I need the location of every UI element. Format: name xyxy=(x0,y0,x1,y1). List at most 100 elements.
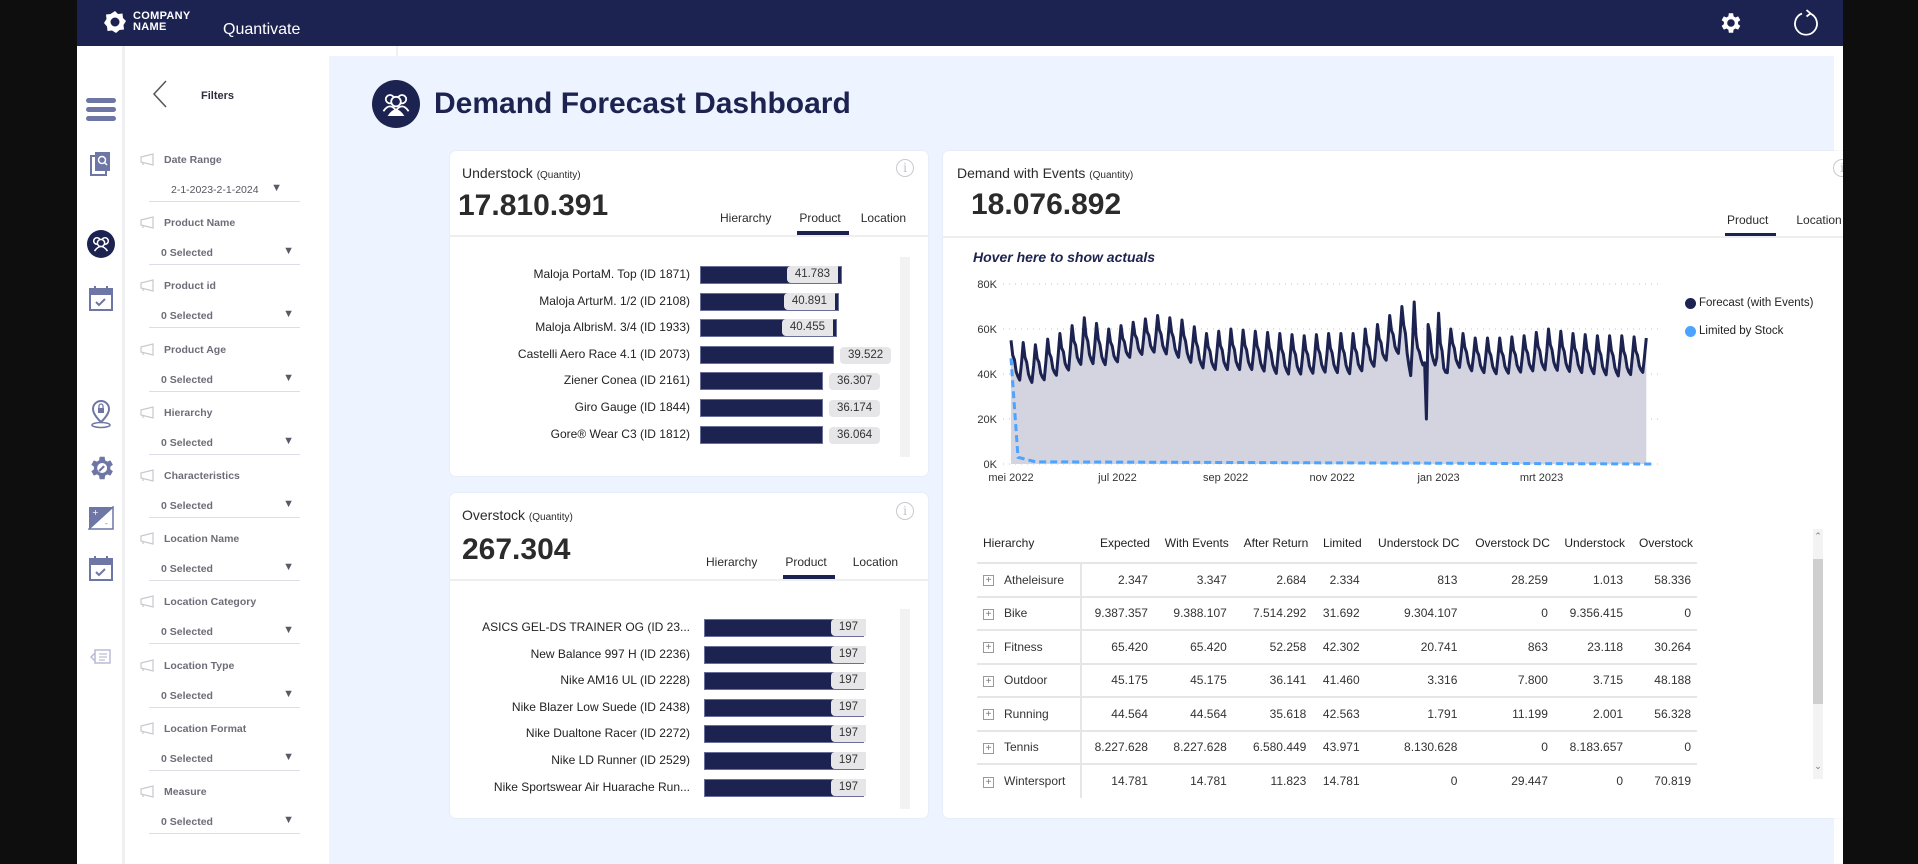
tab-hierarchy[interactable]: Hierarchy xyxy=(720,211,772,225)
column-header[interactable]: Hierarchy xyxy=(983,535,1035,550)
filter-dropdown[interactable]: 0 Selected ▼ xyxy=(149,435,300,455)
table-cell: 3.316 xyxy=(1365,662,1464,697)
calendar-check-icon[interactable] xyxy=(85,282,117,314)
table-cell: 48.188 xyxy=(1629,662,1697,697)
filter-dropdown[interactable]: 0 Selected ▼ xyxy=(149,751,300,771)
tab-product[interactable]: Product xyxy=(777,555,836,579)
bar-label: Castelli Aero Race 4.1 (ID 2073) xyxy=(517,346,690,361)
legend-item-limited[interactable]: Limited by Stock xyxy=(1685,317,1813,345)
filter-value: 0 Selected xyxy=(161,689,213,702)
legend-item-forecast[interactable]: Forecast (with Events) xyxy=(1685,289,1813,317)
understock-card: Understock (Quantity) i 17.810.391 Hiera… xyxy=(450,151,928,476)
filter-dropdown[interactable]: 0 Selected ▼ xyxy=(149,814,300,834)
tab-location[interactable]: Location xyxy=(852,555,899,569)
tab-location[interactable]: Location xyxy=(1796,213,1842,227)
expand-plus-icon[interactable]: + xyxy=(983,642,994,654)
table-cell: 14.781 xyxy=(1312,763,1366,798)
demand-tabs: Product Location xyxy=(1719,213,1843,237)
scroll-down-icon[interactable]: ⌄ xyxy=(1814,761,1822,771)
filter-location-category: Location Category 0 Selected ▼ xyxy=(140,594,300,645)
gear-wrench-icon[interactable] xyxy=(85,452,117,484)
column-header[interactable]: After Return xyxy=(1243,535,1309,550)
location-pin-icon[interactable] xyxy=(85,398,117,430)
expand-plus-icon[interactable]: + xyxy=(983,776,994,788)
table-cell: 0 xyxy=(1629,729,1697,764)
filter-dropdown[interactable]: 0 Selected ▼ xyxy=(149,624,300,645)
table-row[interactable]: + Running 44.564 44.564 35.618 42.563 1.791 11.… xyxy=(977,696,1697,731)
tab-hierarchy[interactable]: Hierarchy xyxy=(706,555,758,569)
settings-gear-icon[interactable] xyxy=(1715,8,1745,38)
hover-actuals-hint[interactable]: Hover here to show actuals xyxy=(973,249,1156,265)
svg-text:-: - xyxy=(105,519,108,528)
back-chevron-icon[interactable] xyxy=(150,78,170,110)
overstock-scrollbar[interactable] xyxy=(900,609,910,809)
column-header[interactable]: Overstock xyxy=(1638,535,1693,550)
bar[interactable] xyxy=(700,345,834,364)
filter-dropdown[interactable]: 0 Selected ▼ xyxy=(149,245,300,266)
expand-plus-icon[interactable]: + xyxy=(983,709,994,721)
table-cell: 863 xyxy=(1463,629,1554,664)
hierarchy-cell: + Fitness xyxy=(977,629,1083,664)
filter-dropdown[interactable]: 2-1-2023-2-1-2024 ▼ xyxy=(149,182,300,202)
bar-label: Nike Blazer Low Suede (ID 2438) xyxy=(511,699,690,714)
table-header: Hierarchy Expected With Events After Return… xyxy=(977,523,1697,563)
y-tick-label: 40K xyxy=(977,369,997,381)
expand-plus-icon[interactable]: + xyxy=(983,675,994,687)
bar-value-label: 40.891 xyxy=(783,292,835,310)
column-header[interactable]: Limited xyxy=(1322,535,1362,550)
bar[interactable] xyxy=(700,399,823,417)
table-row[interactable]: + Atheleisure 2.347 3.347 2.684 2.334 813 28.25… xyxy=(977,562,1697,597)
column-header[interactable]: With Events xyxy=(1164,535,1229,550)
column-header[interactable]: Understock DC xyxy=(1378,535,1460,550)
menu-icon[interactable] xyxy=(85,94,117,126)
refresh-icon[interactable] xyxy=(1791,8,1821,38)
expand-plus-icon[interactable]: + xyxy=(983,742,994,754)
info-icon[interactable]: i xyxy=(896,159,914,177)
overstock-title: Overstock (Quantity) xyxy=(462,507,573,523)
scroll-up-icon[interactable]: ⌃ xyxy=(1814,531,1822,541)
table-cell: 65.420 xyxy=(1081,629,1154,664)
filter-value: 0 Selected xyxy=(161,563,213,576)
tab-product[interactable]: Product xyxy=(1719,213,1777,237)
app-name: Quantivate xyxy=(223,21,301,38)
main-content: Demand Forecast Dashboard Understock (Qu… xyxy=(329,56,1843,864)
filter-dropdown[interactable]: 0 Selected ▼ xyxy=(149,688,300,708)
table-row[interactable]: + Outdoor 45.175 45.175 36.141 41.460 3.316 7.8… xyxy=(977,662,1697,697)
presentation-icon[interactable] xyxy=(85,642,117,674)
table-row[interactable]: + Bike 9.387.357 9.388.107 7.514.292 31.692 9.… xyxy=(977,595,1697,630)
table-row[interactable]: + Tennis 8.227.628 8.227.628 6.580.449 43.971… xyxy=(977,729,1697,764)
expand-plus-icon[interactable]: + xyxy=(983,575,994,587)
bar[interactable] xyxy=(700,372,823,391)
demand-line-chart[interactable]: 0K 20K 40K 60K 80K mei 2022 jul 2022 sep 2022 no… xyxy=(943,271,1683,491)
filter-dropdown[interactable]: 0 Selected ▼ xyxy=(149,498,300,518)
filter-dropdown[interactable]: 0 Selected ▼ xyxy=(149,561,300,582)
column-header[interactable]: Expected xyxy=(1099,535,1150,550)
filter-dropdown[interactable]: 0 Selected ▼ xyxy=(149,372,300,392)
y-tick-label: 20K xyxy=(977,414,997,426)
scroll-thumb[interactable] xyxy=(1813,559,1823,704)
filter-dropdown[interactable]: 0 Selected ▼ xyxy=(149,308,300,329)
plus-minus-icon[interactable]: + - xyxy=(85,502,117,534)
expand-plus-icon[interactable]: + xyxy=(983,608,994,620)
understock-scrollbar[interactable] xyxy=(900,257,910,457)
column-header[interactable]: Overstock DC xyxy=(1475,535,1550,550)
bar-value-label: 197 xyxy=(830,698,866,716)
info-icon[interactable]: i xyxy=(1833,159,1843,177)
megaphone-icon xyxy=(140,658,154,672)
megaphone-icon xyxy=(140,469,154,482)
table-row[interactable]: + Wintersport 14.781 14.781 11.823 14.781 0 29.… xyxy=(977,763,1697,798)
calendar-check-icon[interactable] xyxy=(85,552,117,584)
table-cell: 7.800 xyxy=(1463,662,1554,697)
document-search-icon[interactable] xyxy=(85,148,117,180)
company-logo[interactable]: COMPANY NAME xyxy=(103,10,191,34)
tab-location[interactable]: Location xyxy=(860,211,907,225)
table-scrollbar[interactable]: ⌃ ⌄ xyxy=(1813,529,1823,779)
users-group-icon[interactable] xyxy=(85,228,117,260)
column-header[interactable]: Understock xyxy=(1564,535,1626,550)
filter-label: Location Format xyxy=(164,722,247,735)
tab-product[interactable]: Product xyxy=(791,211,850,235)
table-row[interactable]: + Fitness 65.420 65.420 52.258 42.302 20.741 86… xyxy=(977,629,1697,664)
info-icon[interactable]: i xyxy=(896,502,914,520)
bar[interactable] xyxy=(700,425,823,444)
filter-product-name: Product Name 0 Selected ▼ xyxy=(140,215,300,266)
